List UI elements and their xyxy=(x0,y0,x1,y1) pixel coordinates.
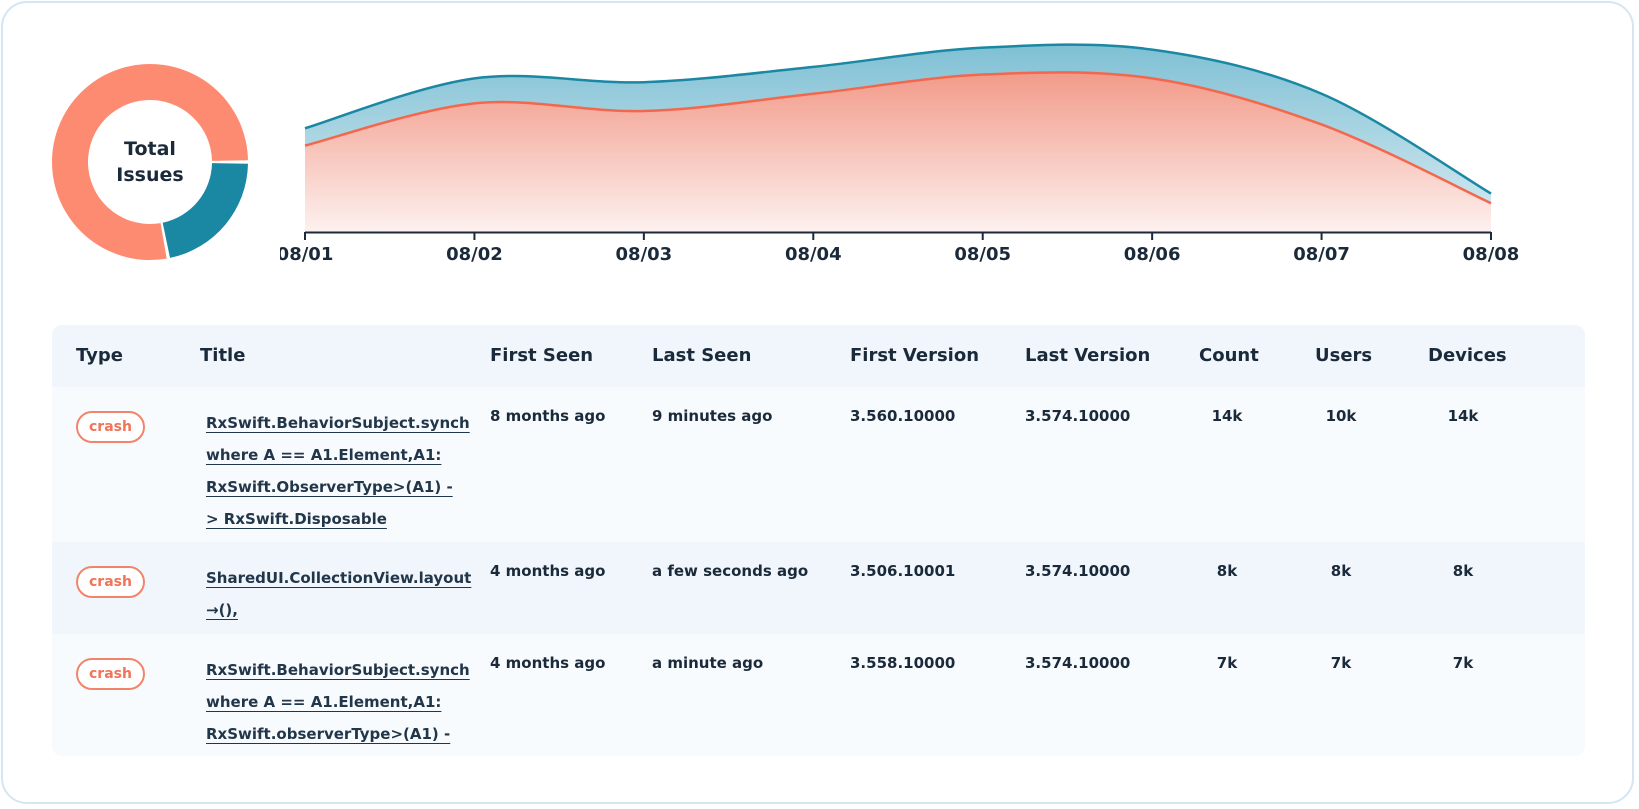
x-tick-label: 08/04 xyxy=(785,244,842,265)
header-users[interactable]: Users xyxy=(1315,345,1373,366)
crash-type-badge: crash xyxy=(76,658,145,690)
last-seen-cell: a minute ago xyxy=(652,654,764,672)
header-last-version[interactable]: Last Version xyxy=(1025,345,1151,366)
devices-cell: 7k xyxy=(1452,654,1474,672)
header-last-seen[interactable]: Last Seen xyxy=(652,345,752,366)
devices-cell: 14k xyxy=(1447,407,1479,425)
first-seen-cell: 8 months ago xyxy=(490,407,606,425)
header-first-version[interactable]: First Version xyxy=(850,345,980,366)
donut-segment-teal[interactable] xyxy=(162,163,248,258)
first-version-cell: 3.558.10000 xyxy=(850,654,956,672)
issue-title-link[interactable]: RxSwift.BehaviorSubject.synch where A ==… xyxy=(206,661,470,743)
x-tick-label: 08/02 xyxy=(446,244,503,265)
x-tick-label: 08/01 xyxy=(280,244,333,265)
area-fill-coral xyxy=(305,72,1491,232)
count-cell: 14k xyxy=(1211,407,1243,425)
table-row[interactable]: crash SharedUI.CollectionView.layout →()… xyxy=(52,542,1585,634)
header-title[interactable]: Title xyxy=(200,345,246,366)
crash-type-badge: crash xyxy=(76,566,145,598)
count-cell: 7k xyxy=(1216,654,1238,672)
area-line-teal xyxy=(304,43,1492,195)
area-line-coral xyxy=(304,71,1492,205)
header-count[interactable]: Count xyxy=(1199,345,1259,366)
last-seen-cell: 9 minutes ago xyxy=(652,407,773,425)
crash-type-badge: crash xyxy=(76,411,145,443)
devices-cell: 8k xyxy=(1452,562,1474,580)
first-version-cell: 3.506.10001 xyxy=(850,562,956,580)
last-version-cell: 3.574.10000 xyxy=(1025,562,1131,580)
table-row[interactable]: crash RxSwift.BehaviorSubject.synch wher… xyxy=(52,387,1585,542)
issues-area-chart: 08/01 08/02 08/03 08/04 08/05 08/06 08/07 08/08 xyxy=(280,43,1520,265)
last-version-cell: 3.574.10000 xyxy=(1025,654,1131,672)
count-cell: 8k xyxy=(1216,562,1238,580)
issue-title-link[interactable]: SharedUI.CollectionView.layout →(), xyxy=(206,569,472,619)
x-tick-label: 08/07 xyxy=(1293,244,1350,265)
users-cell: 7k xyxy=(1330,654,1352,672)
last-version-cell: 3.574.10000 xyxy=(1025,407,1131,425)
issues-table: Type Title First Seen Last Seen First Ve… xyxy=(52,325,1585,756)
first-seen-cell: 4 months ago xyxy=(490,562,606,580)
users-cell: 10k xyxy=(1325,407,1357,425)
header-devices[interactable]: Devices xyxy=(1428,345,1507,366)
first-seen-cell: 4 months ago xyxy=(490,654,606,672)
table-row[interactable]: crash RxSwift.BehaviorSubject.synch wher… xyxy=(52,634,1585,756)
donut-segment-coral[interactable] xyxy=(51,63,248,260)
users-cell: 8k xyxy=(1330,562,1352,580)
x-tick-label: 08/06 xyxy=(1124,244,1181,265)
last-seen-cell: a few seconds ago xyxy=(652,562,809,580)
total-issues-donut-chart xyxy=(51,63,248,260)
x-tick-label: 08/05 xyxy=(954,244,1011,265)
first-version-cell: 3.560.10000 xyxy=(850,407,956,425)
issue-title-link[interactable]: RxSwift.BehaviorSubject.synch where A ==… xyxy=(206,414,470,528)
header-type[interactable]: Type xyxy=(76,345,123,366)
header-first-seen[interactable]: First Seen xyxy=(490,345,594,366)
x-tick-label: 08/08 xyxy=(1463,244,1520,265)
table-header-row: Type Title First Seen Last Seen First Ve… xyxy=(52,325,1585,387)
x-tick-label: 08/03 xyxy=(616,244,673,265)
